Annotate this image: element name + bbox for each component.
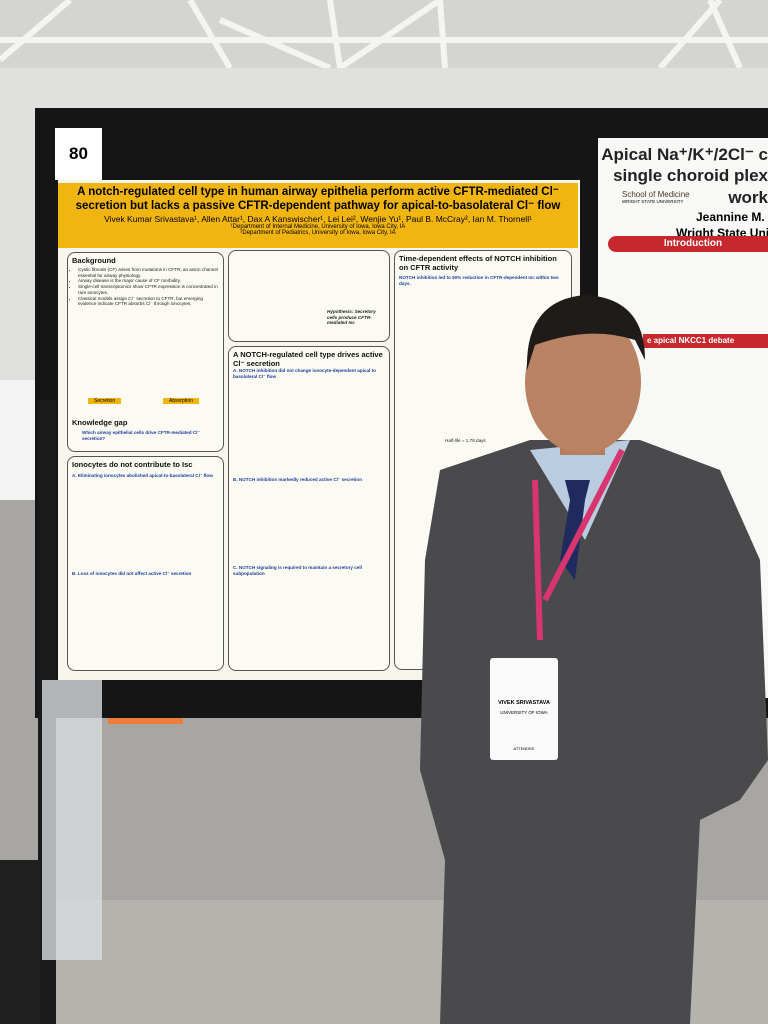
diagram-label: Absorption [163, 398, 199, 404]
heading: Ionocytes do not contribute to Isc [72, 460, 193, 469]
subheading: A. NOTCH inhibition did not change ionoc… [233, 368, 376, 379]
curtain [0, 380, 38, 500]
lanyard [532, 448, 625, 641]
hypothesis: Hypothesis: Secretory cells produce CFTR… [327, 309, 376, 326]
subheading: A. Eliminating ionocytes abolished apica… [72, 473, 213, 478]
face [525, 310, 641, 454]
title-line: single choroid plex [613, 166, 768, 186]
suit [420, 440, 768, 1024]
right-author: Jeannine M. [696, 210, 765, 224]
ionocyte-panel: Ionocytes do not contribute to Isc A. El… [67, 456, 224, 671]
intro-banner: Introduction [608, 236, 768, 252]
time-text: NOTCH inhibition led to 50% reduction in… [399, 275, 559, 286]
subheading: C. NOTCH signaling is required to mainta… [233, 565, 362, 576]
poster-title: A notch-regulated cell type in human air… [75, 186, 561, 212]
poster-authors: Vivek Kumar Srivastava¹, Allen Attar¹, D… [104, 213, 532, 224]
affiliation: ¹Department of Internal Medicine, Univer… [230, 223, 406, 230]
notch-panel: A NOTCH-regulated cell type drives activ… [228, 346, 390, 671]
gap-text: Which airway epithelial cells drive CFTR… [82, 430, 200, 441]
school: School of Medicine [622, 190, 690, 199]
badge-role: ATTENDEE [513, 746, 535, 751]
subheading: B. NOTCH inhibition markedly reduced act… [233, 477, 363, 482]
backpack [0, 860, 40, 1024]
subheading: B. Loss of ionocytes did not affect acti… [72, 571, 192, 576]
heading: A NOTCH-regulated cell type drives activ… [233, 350, 383, 368]
badge [490, 658, 558, 760]
background-panel: Background Cystic fibrosis (CF) arises f… [67, 252, 224, 452]
bullet: Cystic fibrosis (CF) arises from mutatio… [78, 267, 219, 278]
affiliation: ²Department of Pediatrics, University of… [240, 229, 396, 236]
bullet: Airway disease is the major cause of CF … [78, 278, 219, 284]
debate-banner: e apical NKCC1 debate [643, 334, 768, 348]
hypothesis-panel: Hypothesis: Secretory cells produce CFTR… [228, 250, 390, 342]
badge-name: VIVEK SRIVASTAVA [498, 700, 550, 706]
board-number: 80 [55, 128, 102, 180]
title-line: work [728, 187, 768, 207]
hair [526, 295, 645, 370]
diagram-label: Secretion [88, 398, 122, 404]
right-title: Apical Na⁺/K⁺/2Cl⁻ c single choroid plex… [598, 138, 768, 208]
heading: Knowledge gap [72, 418, 128, 427]
bullet: Classical models assign Cl⁻ secretion to… [78, 296, 219, 307]
trusses [0, 0, 768, 71]
plastic-bag [42, 680, 102, 960]
heading: Background [72, 256, 116, 265]
school-university: WRIGHT STATE UNIVERSITY [622, 199, 684, 204]
heading: Time-dependent effects of NOTCH inhibiti… [399, 254, 557, 272]
poster-header: A notch-regulated cell type in human air… [58, 183, 578, 248]
badge-affiliation: UNIVERSITY OF IOWA [500, 710, 548, 715]
title-line: Apical Na⁺/K⁺/2Cl⁻ c [601, 145, 768, 164]
half-life: Half-life = 1.78 days [445, 438, 486, 443]
ceiling [0, 0, 768, 68]
bullet: Single-cell transcriptomics show CFTR ex… [78, 284, 219, 295]
